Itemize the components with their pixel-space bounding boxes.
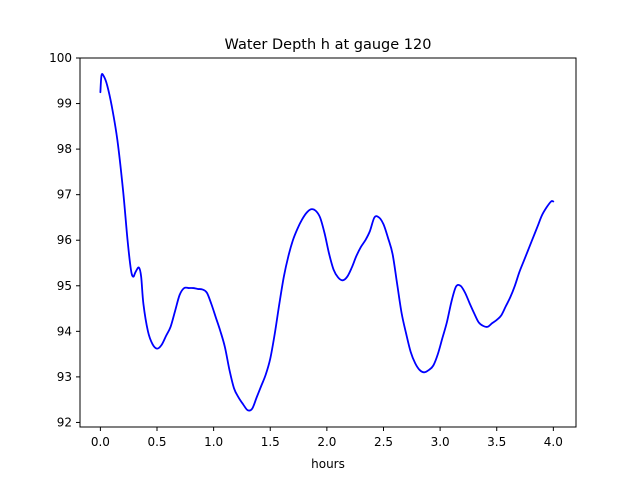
x-tick-label: 2.5 xyxy=(374,435,393,449)
y-tick-label: 94 xyxy=(57,324,72,338)
y-tick-label: 95 xyxy=(57,279,72,293)
x-tick-label: 3.0 xyxy=(431,435,450,449)
x-tick-label: 0.5 xyxy=(147,435,166,449)
x-tick-label: 1.5 xyxy=(261,435,280,449)
y-tick-label: 99 xyxy=(57,97,72,111)
y-tick-label: 93 xyxy=(57,370,72,384)
x-tick-label: 1.0 xyxy=(204,435,223,449)
y-tick-label: 92 xyxy=(57,415,72,429)
y-tick-label: 97 xyxy=(57,188,72,202)
y-tick-label: 98 xyxy=(57,142,72,156)
x-tick-label: 0.0 xyxy=(91,435,110,449)
plot-frame xyxy=(79,57,577,428)
y-tick-label: 100 xyxy=(49,51,72,65)
x-axis: 0.0 0.5 1.0 1.5 2.0 2.5 3.0 3.5 4.0 xyxy=(91,427,563,449)
chart-title: Water Depth h at gauge 120 xyxy=(225,37,432,53)
x-axis-label: hours xyxy=(311,457,345,471)
x-tick-label: 2.0 xyxy=(317,435,336,449)
x-tick-label: 3.5 xyxy=(487,435,506,449)
y-axis: 92 93 94 95 96 97 98 99 100 xyxy=(49,51,80,429)
x-tick-label: 4.0 xyxy=(544,435,563,449)
plot-area: 0.0 0.5 1.0 1.5 2.0 2.5 3.0 3.5 4.0 92 93 94 95 96 97… xyxy=(49,51,577,449)
y-tick-label: 96 xyxy=(57,233,72,247)
series-line xyxy=(99,73,555,412)
